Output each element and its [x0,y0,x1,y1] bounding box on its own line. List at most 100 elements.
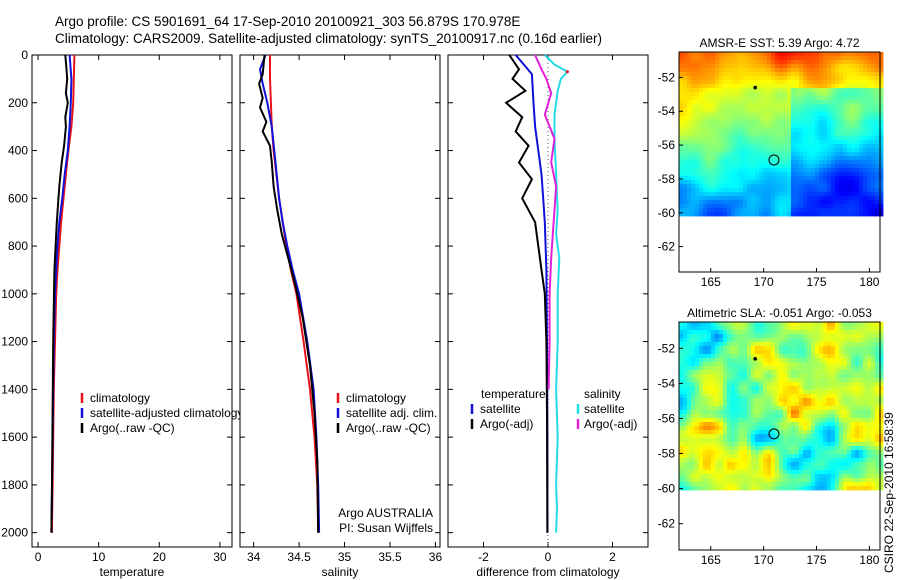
heatmap-cell [759,212,764,217]
heatmap-cell [755,108,760,113]
heatmap-cell [739,160,744,165]
heatmap-cell [855,434,860,439]
heatmap-cell [791,172,796,177]
heatmap-cell [815,176,820,181]
heatmap-cell [867,462,872,467]
heatmap-cell [859,204,864,209]
heatmap-cell [859,68,864,73]
heatmap-cell [743,92,748,97]
heatmap-cell [771,434,776,439]
heatmap-cell [743,394,748,399]
heatmap-cell [791,152,796,157]
heatmap-cell [839,140,844,145]
heatmap-cell [847,470,852,475]
heatmap-cell [847,156,852,161]
heatmap-cell [827,462,832,467]
heatmap-cell [847,164,852,169]
heatmap-cell [847,462,852,467]
heatmap-cell [719,378,724,383]
heatmap-cell [875,156,880,161]
heatmap-cell [731,326,736,331]
heatmap-cell [879,478,884,483]
heatmap-cell [791,212,796,217]
heatmap-cell [719,116,724,121]
heatmap-cell [699,200,704,205]
heatmap-cell [815,200,820,205]
heatmap-cell [795,418,800,423]
heatmap-cell [863,128,868,133]
heatmap-cell [823,334,828,339]
heatmap-cell [815,204,820,209]
heatmap-cell [835,212,840,217]
heatmap-cell [815,180,820,185]
heatmap-cell [767,128,772,133]
heatmap-cell [855,386,860,391]
heatmap-cell [835,128,840,133]
heatmap-cell [727,88,732,93]
heatmap-cell [727,172,732,177]
heatmap-cell [771,422,776,427]
heatmap-cell [759,358,764,363]
heatmap-cell [695,450,700,455]
heatmap-cell [767,358,772,363]
heatmap-cell [815,172,820,177]
heatmap-cell [731,338,736,343]
heatmap-cell [799,104,804,109]
heatmap-cell [715,350,720,355]
heatmap-cell [871,466,876,471]
heatmap-cell [699,140,704,145]
heatmap-cell [791,104,796,109]
heatmap-cell [683,96,688,101]
heatmap-cell [739,100,744,105]
heatmap-cell [691,374,696,379]
heatmap-cell [819,92,824,97]
heatmap-cell [699,112,704,117]
heatmap-cell [799,410,804,415]
heatmap-cell [711,330,716,335]
heatmap-cell [867,60,872,65]
heatmap-cell [739,434,744,439]
salinity-xtick-label: 36 [429,550,443,564]
heatmap-cell [791,148,796,153]
heatmap-cell [683,140,688,145]
heatmap-cell [755,192,760,197]
heatmap-cell [811,330,816,335]
heatmap-cell [831,410,836,415]
heatmap-cell [731,68,736,73]
heatmap-cell [723,148,728,153]
heatmap-cell [827,402,832,407]
heatmap-cell [759,156,764,161]
heatmap-cell [867,128,872,133]
heatmap-cell [739,334,744,339]
heatmap-cell [751,358,756,363]
heatmap-cell [807,482,812,487]
heatmap-cell [767,164,772,169]
heatmap-cell [707,96,712,101]
heatmap-cell [791,76,796,81]
heatmap-cell [731,486,736,491]
heatmap-cell [703,160,708,165]
heatmap-cell [803,442,808,447]
heatmap-cell [867,140,872,145]
heatmap-cell [747,386,752,391]
heatmap-cell [815,334,820,339]
heatmap-cell [727,366,732,371]
heatmap-cell [699,80,704,85]
heatmap-cell [867,92,872,97]
heatmap-cell [835,342,840,347]
heatmap-cell [691,478,696,483]
heatmap-cell [879,212,884,217]
heatmap-cell [863,438,868,443]
heatmap-cell [815,120,820,125]
heatmap-cell [811,56,816,61]
heatmap-cell [815,124,820,129]
heatmap-cell [703,422,708,427]
heatmap-cell [795,458,800,463]
heatmap-cell [847,486,852,491]
heatmap-cell [863,200,868,205]
heatmap-cell [847,132,852,137]
heatmap-cell [871,378,876,383]
heatmap-cell [727,326,732,331]
heatmap-cell [815,326,820,331]
heatmap-cell [711,144,716,149]
